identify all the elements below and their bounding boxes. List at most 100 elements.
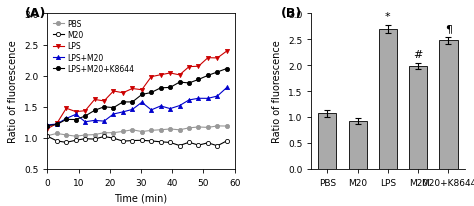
- Legend: PBS, M20, LPS, LPS+M20, LPS+M20+K8644: PBS, M20, LPS, LPS+M20, LPS+M20+K8644: [51, 18, 136, 75]
- LPS+M20+K8644: [224, 68, 230, 70]
- LPS: [73, 111, 79, 113]
- M20: [139, 139, 145, 142]
- LPS+M20+K8644: [101, 106, 107, 109]
- PBS: [110, 132, 116, 134]
- Bar: [409, 67, 427, 169]
- LPS: [215, 57, 220, 60]
- LPS: [158, 74, 164, 77]
- LPS: [92, 99, 98, 101]
- LPS+M20+K8644: [186, 82, 192, 85]
- M20: [158, 141, 164, 143]
- Bar: [439, 41, 457, 169]
- LPS+M20: [224, 87, 230, 89]
- Line: PBS: PBS: [46, 124, 229, 139]
- LPS: [45, 128, 50, 130]
- PBS: [224, 125, 230, 128]
- LPS+M20: [196, 98, 201, 100]
- LPS+M20: [215, 95, 220, 98]
- LPS+M20: [186, 99, 192, 102]
- PBS: [158, 129, 164, 131]
- LPS+M20: [82, 121, 88, 123]
- LPS: [101, 100, 107, 103]
- PBS: [196, 126, 201, 129]
- LPS+M20: [64, 118, 69, 120]
- LPS+M20: [158, 105, 164, 108]
- PBS: [64, 134, 69, 137]
- LPS: [148, 76, 154, 78]
- LPS: [129, 88, 135, 90]
- PBS: [129, 129, 135, 131]
- PBS: [45, 135, 50, 137]
- PBS: [186, 127, 192, 129]
- Bar: [379, 30, 397, 169]
- LPS+M20: [177, 105, 182, 107]
- LPS: [82, 110, 88, 112]
- LPS+M20: [110, 113, 116, 116]
- LPS+M20: [148, 109, 154, 112]
- LPS+M20+K8644: [215, 71, 220, 74]
- LPS: [54, 123, 60, 125]
- LPS: [224, 50, 230, 53]
- M20: [64, 142, 69, 144]
- LPS+M20+K8644: [73, 119, 79, 121]
- LPS: [196, 66, 201, 68]
- PBS: [73, 135, 79, 138]
- LPS+M20+K8644: [45, 125, 50, 127]
- LPS: [139, 89, 145, 91]
- LPS: [186, 66, 192, 69]
- LPS+M20: [73, 114, 79, 116]
- M20: [54, 140, 60, 142]
- PBS: [148, 130, 154, 132]
- PBS: [215, 125, 220, 128]
- LPS+M20+K8644: [92, 110, 98, 112]
- M20: [205, 142, 211, 144]
- PBS: [120, 131, 126, 133]
- M20: [92, 138, 98, 141]
- M20: [110, 137, 116, 140]
- M20: [196, 144, 201, 147]
- LPS+M20: [120, 111, 126, 114]
- M20: [129, 140, 135, 142]
- LPS+M20+K8644: [110, 107, 116, 109]
- LPS: [110, 90, 116, 93]
- LPS+M20+K8644: [64, 119, 69, 121]
- Y-axis label: Ratio of fluorescence: Ratio of fluorescence: [9, 41, 18, 143]
- M20: [120, 140, 126, 143]
- LPS+M20: [139, 102, 145, 104]
- LPS: [205, 57, 211, 60]
- Bar: [318, 114, 337, 169]
- PBS: [177, 129, 182, 131]
- M20: [224, 140, 230, 142]
- LPS+M20+K8644: [120, 101, 126, 104]
- Text: *: *: [385, 12, 391, 22]
- LPS+M20+K8644: [158, 87, 164, 90]
- Line: LPS+M20: LPS+M20: [46, 86, 229, 127]
- LPS: [167, 72, 173, 75]
- PBS: [139, 131, 145, 133]
- LPS+M20: [101, 120, 107, 123]
- LPS+M20+K8644: [54, 124, 60, 126]
- LPS+M20+K8644: [129, 101, 135, 104]
- M20: [73, 139, 79, 142]
- LPS+M20: [92, 119, 98, 122]
- PBS: [101, 132, 107, 134]
- M20: [101, 136, 107, 138]
- LPS+M20+K8644: [205, 75, 211, 77]
- M20: [177, 145, 182, 147]
- PBS: [205, 126, 211, 129]
- Text: #: #: [413, 50, 423, 60]
- LPS+M20: [54, 123, 60, 126]
- LPS: [64, 108, 69, 110]
- Line: LPS+M20+K8644: LPS+M20+K8644: [46, 67, 229, 128]
- LPS+M20: [205, 98, 211, 100]
- LPS+M20+K8644: [139, 94, 145, 96]
- LPS+M20+K8644: [177, 81, 182, 84]
- Y-axis label: Ratio of fluorescence: Ratio of fluorescence: [273, 41, 283, 143]
- LPS+M20+K8644: [82, 115, 88, 118]
- LPS+M20: [129, 109, 135, 111]
- Line: M20: M20: [46, 135, 229, 148]
- Text: ¶: ¶: [445, 24, 452, 34]
- X-axis label: Time (min): Time (min): [115, 192, 168, 202]
- PBS: [54, 132, 60, 135]
- LPS+M20+K8644: [148, 92, 154, 94]
